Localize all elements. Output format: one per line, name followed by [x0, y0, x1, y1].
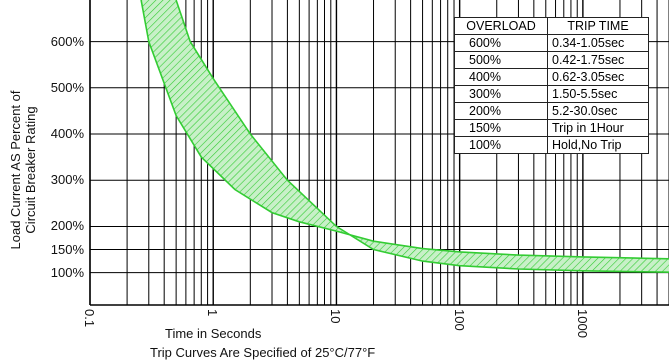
- table-row: 150% Trip in 1Hour: [454, 119, 649, 137]
- y-tick-label: 100%: [50, 264, 84, 280]
- y-tick-label: 600%: [50, 33, 84, 49]
- table-header-row: OVERLOAD TRIP TIME: [454, 17, 649, 35]
- table-row: 500% 0.42-1.75sec: [454, 51, 649, 69]
- y-axis-title-line-1: Load Current AS Percent of: [8, 90, 23, 250]
- trip-time-table: OVERLOAD TRIP TIME 600% 0.34-1.05sec 500% 0…: [454, 17, 649, 154]
- max-trip-curve: [140, 0, 669, 260]
- y-axis-title-line-2: Circuit Breaker Rating: [23, 106, 38, 234]
- overload-cell: 300%: [454, 85, 548, 103]
- overload-cell: 200%: [454, 102, 548, 120]
- trip-time-cell: Trip in 1Hour: [547, 119, 649, 137]
- table-row: 300% 1.50-5.5sec: [454, 85, 649, 103]
- table-row: 400% 0.62-3.05sec: [454, 68, 649, 86]
- table-row: 600% 0.34-1.05sec: [454, 34, 649, 52]
- y-tick-label: 500%: [50, 79, 84, 95]
- y-tick-label: 400%: [50, 126, 84, 141]
- overload-cell: 500%: [454, 51, 548, 69]
- x-tick-label: 1000: [574, 309, 590, 338]
- table-row: 100% Hold,No Trip: [454, 136, 649, 154]
- trip-time-cell: 0.62-3.05sec: [547, 68, 649, 86]
- min-trip-curve: [175, 0, 669, 273]
- trip-time-cell: 1.50-5.5sec: [547, 85, 649, 103]
- trip-time-cell: Hold,No Trip: [547, 136, 649, 154]
- x-tick-label: 100: [451, 309, 467, 331]
- overload-cell: 400%: [454, 68, 548, 86]
- overload-cell: 600%: [454, 34, 548, 52]
- overload-cell: 100%: [454, 136, 548, 154]
- table-row: 200% 5.2-30.0sec: [454, 102, 649, 120]
- trip-time-cell: 0.42-1.75sec: [547, 51, 649, 69]
- y-tick-label: 200%: [50, 218, 84, 234]
- trip-time-cell: 0.34-1.05sec: [547, 34, 649, 52]
- y-tick-label: 150%: [50, 241, 84, 257]
- overload-header: OVERLOAD: [454, 17, 548, 35]
- overload-cell: 150%: [454, 119, 548, 137]
- x-axis-title: Time in Seconds: [165, 326, 262, 341]
- y-tick-label: 300%: [50, 172, 84, 188]
- trip-band-area: [141, 0, 669, 273]
- temperature-note: Trip Curves Are Specified of 25°C/77°F: [150, 345, 376, 360]
- x-tick-label: 10: [328, 309, 344, 324]
- y-axis-title: Load Current AS Percent of Circuit Break…: [8, 10, 38, 330]
- x-tick-label: 1: [205, 309, 221, 317]
- trip-time-cell: 5.2-30.0sec: [547, 102, 649, 120]
- x-tick-label: 0.1: [82, 309, 97, 328]
- trip-time-header: TRIP TIME: [547, 17, 649, 35]
